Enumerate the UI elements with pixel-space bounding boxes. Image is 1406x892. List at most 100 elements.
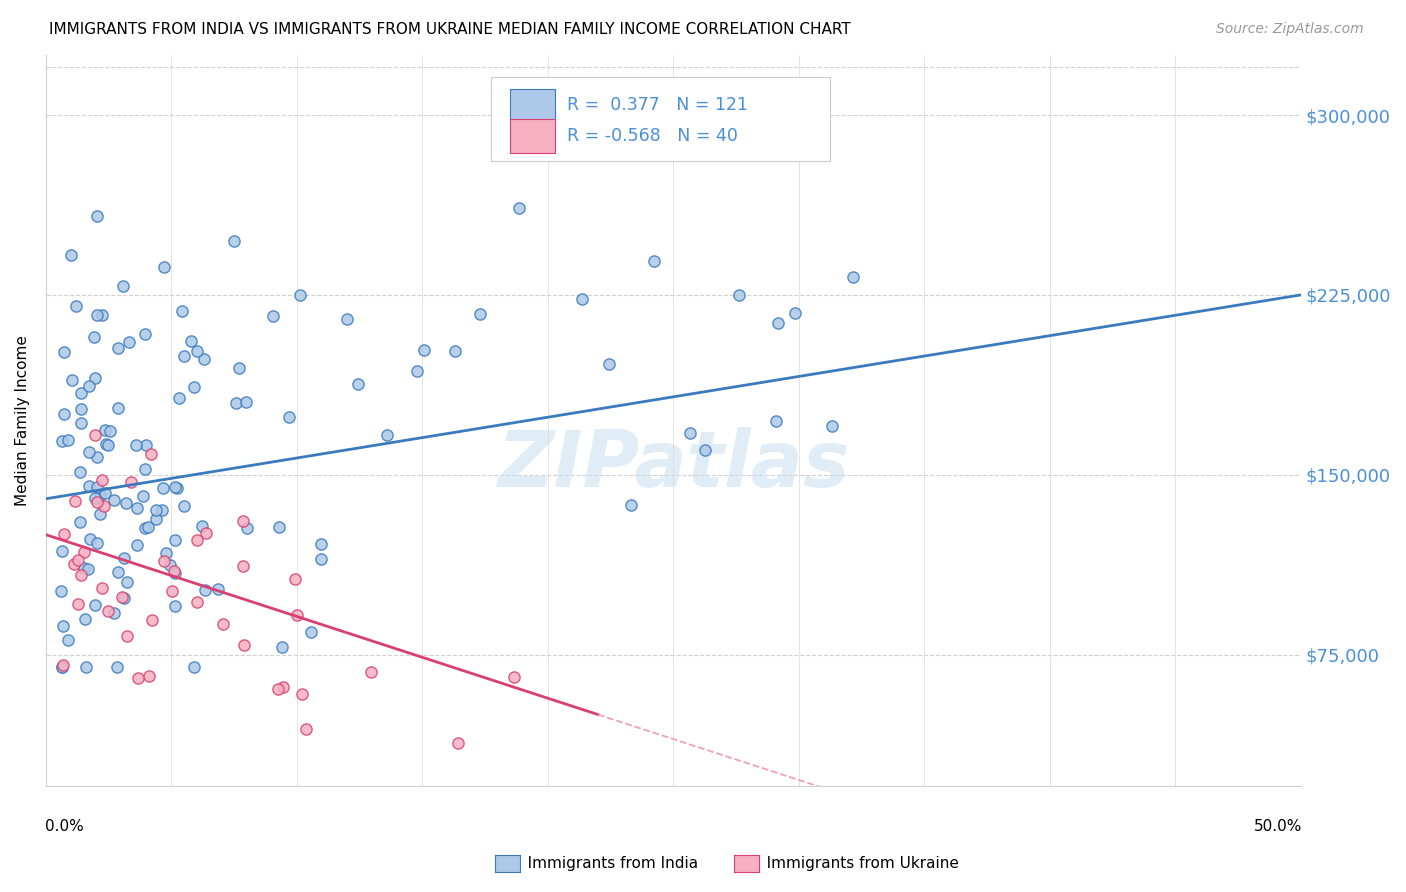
FancyBboxPatch shape bbox=[510, 89, 555, 122]
Point bbox=[225, 396, 247, 410]
Point bbox=[766, 316, 789, 330]
Point bbox=[86, 495, 108, 509]
Point bbox=[112, 550, 135, 565]
Point bbox=[284, 572, 307, 586]
Point bbox=[91, 308, 114, 322]
Point bbox=[309, 552, 332, 566]
Point bbox=[447, 736, 470, 750]
Point bbox=[111, 590, 134, 604]
Point bbox=[84, 428, 107, 442]
Point bbox=[139, 447, 162, 461]
Point bbox=[195, 525, 218, 540]
Point bbox=[84, 371, 107, 385]
Point bbox=[89, 488, 111, 502]
Point bbox=[727, 287, 749, 301]
Point bbox=[375, 427, 398, 442]
Point bbox=[444, 344, 467, 359]
Point bbox=[152, 260, 174, 275]
Point bbox=[172, 304, 194, 318]
Text: ZIPatlas: ZIPatlas bbox=[498, 426, 849, 503]
Point bbox=[309, 537, 332, 551]
Point bbox=[52, 619, 75, 633]
Point bbox=[163, 564, 186, 578]
Point bbox=[60, 248, 83, 262]
Point bbox=[107, 341, 129, 355]
Point bbox=[53, 408, 76, 422]
Point bbox=[186, 344, 208, 359]
Point bbox=[299, 624, 322, 639]
Point bbox=[70, 386, 93, 401]
Point bbox=[163, 566, 186, 580]
Point bbox=[112, 591, 135, 605]
Point bbox=[842, 269, 865, 284]
Point bbox=[84, 598, 107, 612]
Point bbox=[56, 433, 79, 447]
Point bbox=[75, 612, 97, 626]
Point bbox=[166, 482, 188, 496]
Point bbox=[77, 379, 100, 393]
Point bbox=[155, 545, 177, 559]
Point bbox=[66, 598, 89, 612]
Point bbox=[236, 521, 259, 535]
Point bbox=[291, 687, 314, 701]
Point bbox=[75, 659, 97, 673]
Point bbox=[159, 558, 181, 572]
Text: Immigrants from India: Immigrants from India bbox=[513, 856, 699, 871]
Point bbox=[132, 489, 155, 503]
Point bbox=[127, 671, 149, 685]
Point bbox=[118, 335, 141, 350]
Point bbox=[821, 418, 844, 433]
Point bbox=[105, 659, 128, 673]
Point bbox=[115, 496, 138, 510]
Point bbox=[51, 659, 73, 673]
Point bbox=[269, 520, 291, 534]
Point bbox=[150, 502, 173, 516]
Point bbox=[86, 308, 108, 322]
FancyBboxPatch shape bbox=[510, 120, 555, 153]
Point bbox=[232, 558, 254, 573]
Point bbox=[620, 498, 643, 512]
Point bbox=[49, 584, 72, 599]
Point bbox=[186, 533, 208, 547]
Text: 0.0%: 0.0% bbox=[45, 820, 83, 834]
Point bbox=[207, 582, 229, 596]
Point bbox=[73, 545, 96, 559]
Point bbox=[470, 307, 492, 321]
Point bbox=[336, 312, 359, 326]
Point bbox=[91, 581, 114, 595]
Point bbox=[695, 442, 717, 457]
Point bbox=[125, 500, 148, 515]
Point bbox=[125, 438, 148, 452]
Point bbox=[191, 519, 214, 533]
Point bbox=[235, 395, 257, 409]
Point bbox=[232, 514, 254, 528]
Point bbox=[51, 434, 73, 448]
Point bbox=[117, 629, 139, 643]
Point bbox=[125, 538, 148, 552]
Text: Source: ZipAtlas.com: Source: ZipAtlas.com bbox=[1216, 22, 1364, 37]
Point bbox=[183, 659, 205, 673]
Point bbox=[267, 681, 290, 696]
Point bbox=[679, 425, 702, 440]
Point bbox=[135, 438, 157, 452]
Point bbox=[97, 604, 120, 618]
Point bbox=[183, 380, 205, 394]
Point bbox=[77, 445, 100, 459]
Point bbox=[785, 306, 807, 320]
Point bbox=[413, 343, 436, 357]
Point bbox=[163, 599, 186, 613]
Point bbox=[186, 595, 208, 609]
Point bbox=[167, 391, 190, 405]
Text: IMMIGRANTS FROM INDIA VS IMMIGRANTS FROM UKRAINE MEDIAN FAMILY INCOME CORRELATIO: IMMIGRANTS FROM INDIA VS IMMIGRANTS FROM… bbox=[49, 22, 851, 37]
Point bbox=[70, 568, 93, 582]
Point bbox=[134, 462, 156, 476]
Point bbox=[160, 583, 183, 598]
Point bbox=[277, 409, 299, 424]
Point bbox=[228, 360, 250, 375]
Point bbox=[107, 565, 129, 579]
Point bbox=[86, 480, 108, 494]
Point bbox=[271, 680, 294, 694]
Point bbox=[152, 481, 174, 495]
Point bbox=[138, 519, 160, 533]
Text: 50.0%: 50.0% bbox=[1254, 820, 1302, 834]
